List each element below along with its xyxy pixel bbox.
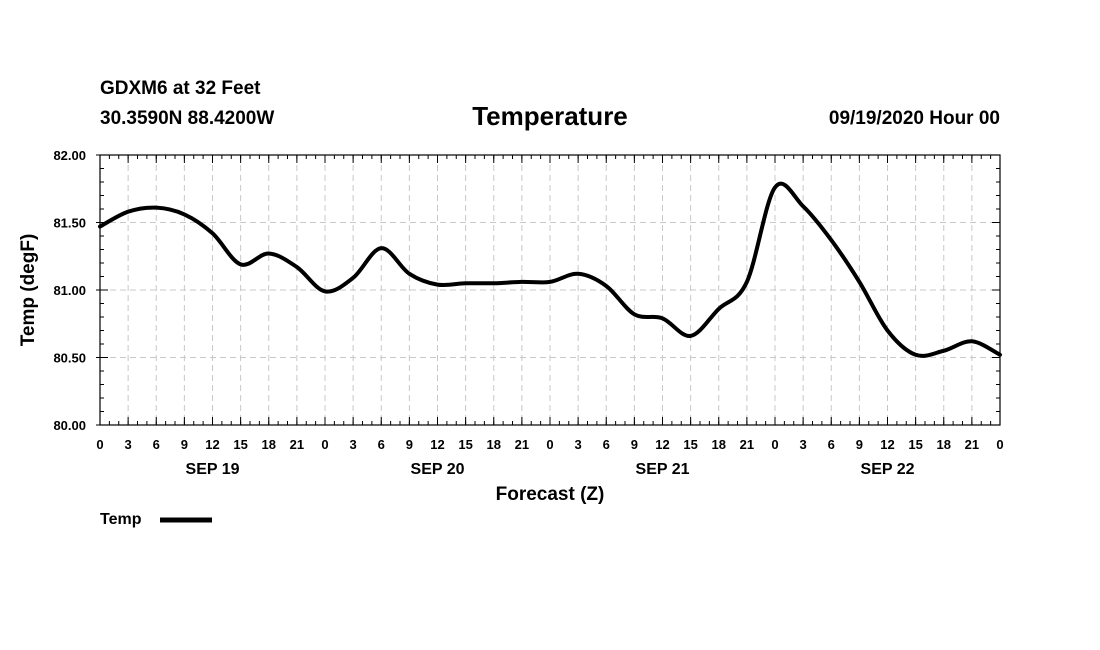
day-label: SEP 19 [186, 461, 240, 478]
x-axis-title: Forecast (Z) [496, 484, 605, 505]
run-time-label: 09/19/2020 Hour 00 [829, 108, 1000, 129]
y-tick-label: 80.00 [53, 418, 86, 433]
series-layer [98, 181, 1002, 358]
x-tick-label: 3 [125, 437, 132, 452]
legend: Temp [100, 511, 212, 528]
station-label: GDXM6 at 32 Feet [100, 78, 261, 99]
x-tick-label: 12 [205, 437, 219, 452]
x-tick-label: 0 [96, 437, 103, 452]
x-tick-label: 12 [880, 437, 894, 452]
x-tick-label: 0 [996, 437, 1003, 452]
x-tick-label: 18 [487, 437, 501, 452]
y-tick-label: 81.00 [53, 283, 86, 298]
y-tick-label: 81.50 [53, 216, 86, 231]
y-tick-labels: 80.00 80.50 81.00 81.50 82.00 [53, 148, 86, 433]
x-tick-label: 15 [233, 437, 247, 452]
x-tick-label: 21 [965, 437, 979, 452]
day-labels: SEP 19 SEP 20 SEP 21 SEP 22 [186, 461, 915, 478]
x-tick-label: 18 [937, 437, 951, 452]
x-tick-label: 3 [575, 437, 582, 452]
x-tick-label: 21 [740, 437, 754, 452]
axis-ticks [96, 154, 1001, 426]
day-label: SEP 21 [636, 461, 690, 478]
x-tick-label: 12 [430, 437, 444, 452]
day-label: SEP 22 [861, 461, 915, 478]
x-tick-label: 6 [153, 437, 160, 452]
x-tick-label: 15 [458, 437, 472, 452]
x-tick-label: 3 [800, 437, 807, 452]
x-tick-label: 9 [181, 437, 188, 452]
x-tick-label: 15 [908, 437, 922, 452]
x-tick-label: 6 [828, 437, 835, 452]
x-tick-label: 18 [712, 437, 726, 452]
plot-frame [99, 154, 1001, 426]
temp-series-line [98, 181, 1002, 358]
x-tick-label: 21 [290, 437, 304, 452]
grid-lines [100, 155, 1000, 425]
chart-title: Temperature [472, 101, 628, 131]
x-tick-labels: 0 3 6 9 12 15 18 21 0 3 6 9 12 15 18 21 0 3 6 9 12 15 18 21 0 3 6 9… [96, 437, 1003, 452]
x-tick-label: 6 [378, 437, 385, 452]
x-tick-label: 9 [406, 437, 413, 452]
x-tick-label: 0 [771, 437, 778, 452]
x-tick-label: 18 [262, 437, 276, 452]
y-tick-label: 80.50 [53, 351, 86, 366]
x-tick-label: 12 [655, 437, 669, 452]
legend-label: Temp [100, 511, 142, 528]
x-tick-label: 6 [603, 437, 610, 452]
x-tick-label: 3 [350, 437, 357, 452]
location-label: 30.3590N 88.4200W [100, 108, 274, 129]
y-tick-label: 82.00 [53, 148, 86, 163]
day-label: SEP 20 [411, 461, 465, 478]
x-tick-label: 15 [683, 437, 697, 452]
x-tick-label: 0 [321, 437, 328, 452]
x-tick-label: 0 [546, 437, 553, 452]
x-tick-label: 9 [631, 437, 638, 452]
x-tick-label: 9 [856, 437, 863, 452]
y-axis-title: Temp (degF) [18, 234, 39, 347]
x-tick-label: 21 [515, 437, 529, 452]
